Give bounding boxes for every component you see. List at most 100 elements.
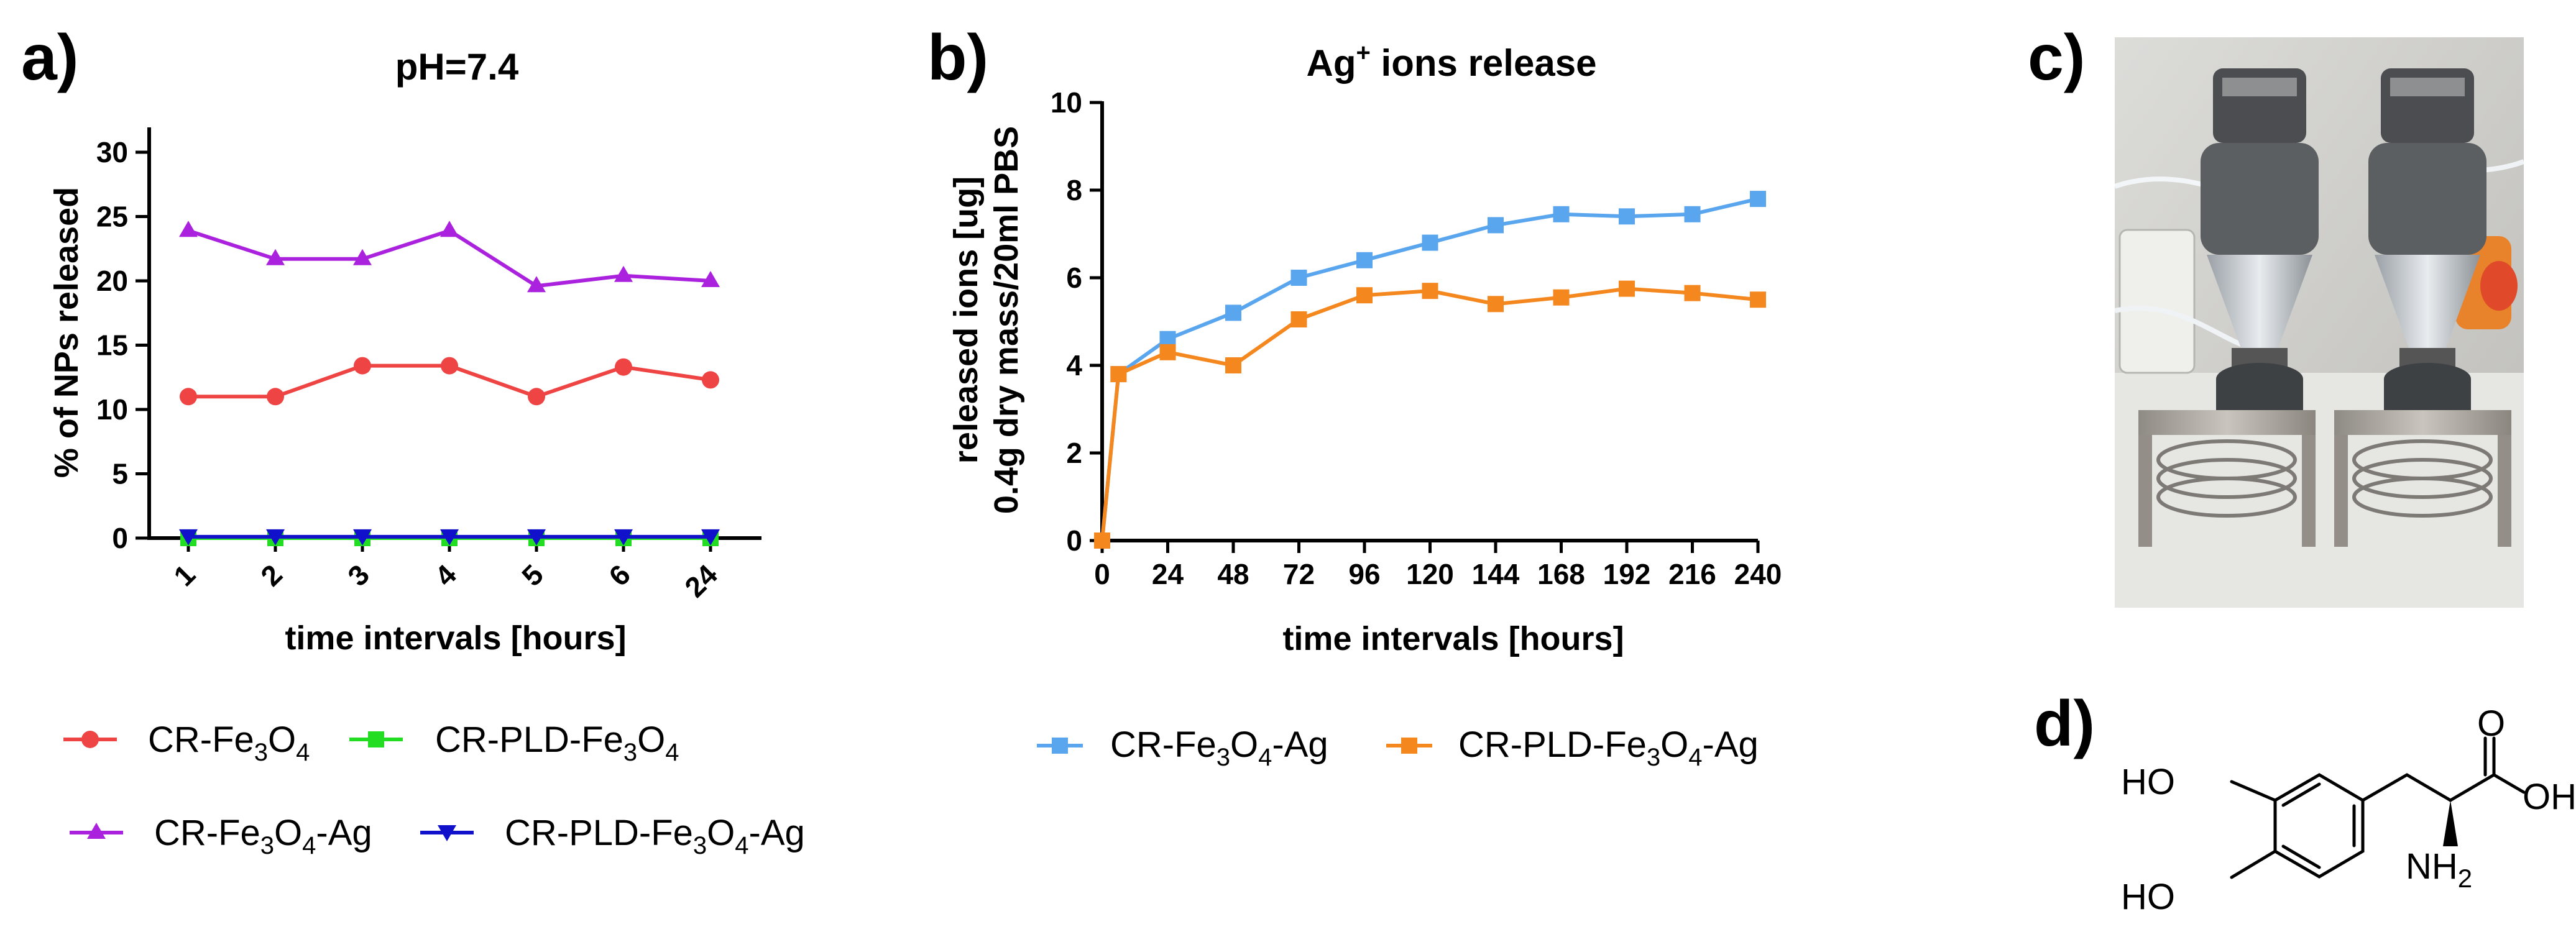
panel-label-a: a) [21, 22, 78, 94]
chart-b-xtick-label-144: 144 [1472, 558, 1520, 590]
chart-a-point-cr-fe3o4-ag-5 [527, 276, 546, 293]
chart-b-point-cr-fe3o4-ag-192 [1619, 208, 1635, 225]
chart-b-point-cr-pld-fe3o4-ag-216 [1684, 285, 1701, 301]
chart-b-line-cr-pld-fe3o4-ag [1100, 286, 1759, 541]
photo-stand-right-coil [2352, 439, 2493, 518]
legend-a-item-cr-pld-fe3o4: CR-PLD-Fe3O4 [349, 720, 679, 766]
chart-b-ytick-label-6: 6 [1066, 262, 1082, 294]
photo-stand-left-leg-b [2302, 435, 2316, 547]
photo-stand-left-coil [2156, 439, 2297, 518]
legend-a-marker-circle [81, 731, 99, 748]
label-ho-bottom: HO [2121, 877, 2175, 917]
bond-c-oh [2492, 773, 2526, 794]
chart-b-ylabel-line1: released ions [ug] [947, 176, 985, 464]
photo-device-left-base-body [2216, 379, 2303, 410]
chart-b-xtick-label-72: 72 [1283, 558, 1315, 590]
photo-device-right-base-body [2384, 379, 2471, 410]
panel-label-d: d) [2034, 688, 2095, 760]
bond-alpha [2405, 773, 2452, 802]
chart-a-xtick-label-5: 5 [515, 558, 550, 592]
chart-a-point-cr-fe3o4-ag-3 [353, 249, 372, 265]
chart-b-x-axis: 0 24 48 72 96 120 144 168 192 216 240 [1094, 541, 1782, 590]
chart-b-title: Ag+ ions release [1307, 39, 1597, 84]
chart-b-point-cr-pld-fe3o4-ag-192 [1619, 280, 1635, 297]
chart-a-ytick-label-15: 15 [96, 329, 128, 362]
chart-b-xtick-label-240: 240 [1734, 558, 1782, 590]
legend-a-label-cr-pld-fe3o4: CR-PLD-Fe3O4 [435, 720, 679, 766]
photo-equipment-left [2118, 229, 2196, 374]
photo-stand-right [2334, 410, 2511, 547]
label-ho-top: HO [2121, 762, 2175, 802]
chart-b-ylabel-line2: 0.4g dry mass/20ml PBS [988, 126, 1025, 514]
chart-b-xtick-label-168: 168 [1537, 558, 1585, 590]
chart-a-ytick-label-5: 5 [112, 458, 128, 490]
label-oxygen: O [2477, 703, 2505, 744]
legend-a-label-cr-fe3o4: CR-Fe3O4 [148, 720, 310, 766]
chart-a-y-axis: 0 5 10 15 20 25 30 [96, 136, 149, 554]
photo-device-right-grip [2390, 78, 2465, 96]
chart-a-xlabel: time intervals [hours] [285, 619, 626, 657]
chart-a-point-cr-fe3o4-ag-6 [614, 265, 633, 282]
chart-a-ytick-label-10: 10 [96, 393, 128, 426]
chart-b-ytick-label-8: 8 [1066, 174, 1082, 206]
bond-ho-bottom [2230, 849, 2277, 879]
legend-b-marker-blue [1052, 738, 1068, 754]
photo-panel [2115, 37, 2524, 608]
chart-a-xtick-label-24: 24 [678, 558, 724, 603]
photo-stand-right-top [2334, 410, 2511, 435]
chart-b-point-cr-fe3o4-ag-72 [1290, 270, 1307, 286]
legend-a-marker-triangle-down [438, 825, 456, 841]
chart-a-point-cr-fe3o4-5 [528, 388, 545, 406]
chart-a-ytick-label-20: 20 [96, 265, 128, 297]
chemical-structure: HO HO NH2 O OH [2121, 703, 2576, 917]
photo-device-left-grip [2222, 78, 2297, 96]
chart-b-point-cr-pld-fe3o4-ag-120 [1422, 283, 1438, 299]
photo-stand-right-leg-a [2334, 435, 2348, 547]
chart-b-point-cr-pld-fe3o4-ag-72 [1290, 311, 1307, 327]
photo-device-right-body [2368, 143, 2486, 255]
bond-ch2 [2361, 773, 2409, 802]
bond-carboxyl [2449, 773, 2496, 802]
chart-b-ytick-label-10: 10 [1051, 86, 1082, 119]
chart-b-xtick-label-48: 48 [1217, 558, 1249, 590]
chart-b-point-cr-pld-fe3o4-ag-96 [1356, 287, 1373, 304]
legend-a-item-cr-fe3o4-ag: CR-Fe3O4-Ag [70, 813, 372, 859]
chart-b-xlabel: time intervals [hours] [1282, 620, 1624, 657]
legend-b-item-cr-fe3o4-ag: CR-Fe3O4-Ag [1037, 724, 1328, 771]
chart-b-point-cr-pld-fe3o4-ag-48 [1225, 357, 1241, 373]
chart-a-point-cr-fe3o4-3 [354, 357, 371, 375]
chart-b-xtick-label-96: 96 [1348, 558, 1380, 590]
chart-a-point-cr-pld-fe3o4-ag-4 [440, 529, 459, 546]
legend-b-label-cr-fe3o4-ag: CR-Fe3O4-Ag [1110, 724, 1328, 771]
chart-a-title: pH=7.4 [395, 46, 519, 88]
chart-b-point-cr-pld-fe3o4-ag-168 [1553, 289, 1570, 306]
chart-a-xtick-label-2: 2 [254, 558, 288, 592]
legend-a-marker-square [368, 731, 384, 747]
photo-stand-right-leg-b [2498, 435, 2511, 547]
chart-a-point-cr-fe3o4-ag-24 [701, 271, 720, 287]
chart-a-point-cr-fe3o4-1 [180, 388, 197, 406]
bond-ho-top [2230, 780, 2277, 802]
chart-a-xtick-label-3: 3 [341, 558, 375, 592]
photo-device-left [2201, 68, 2319, 410]
chart-a-point-cr-pld-fe3o4-ag-6 [614, 529, 633, 546]
chart-b-point-cr-pld-fe3o4-ag-6 [1110, 366, 1127, 383]
chart-a-ytick-label-0: 0 [112, 522, 128, 554]
chart-b-xtick-label-216: 216 [1668, 558, 1716, 590]
chart-b-point-cr-fe3o4-ag-48 [1225, 304, 1241, 321]
photo-stand-left-top [2138, 410, 2316, 435]
chart-b-point-cr-pld-fe3o4-ag-0 [1094, 532, 1110, 549]
panel-label-b: b) [927, 22, 988, 94]
chart-b-point-cr-fe3o4-ag-120 [1422, 234, 1438, 251]
legend-b-label-cr-pld-fe3o4-ag: CR-PLD-Fe3O4-Ag [1458, 724, 1759, 771]
chart-a-series [179, 221, 720, 546]
legend-a-item-cr-pld-fe3o4-ag: CR-PLD-Fe3O4-Ag [420, 813, 805, 859]
chart-a-point-cr-fe3o4-ag-4 [440, 221, 459, 237]
chart-b-line-cr-fe3o4-ag [1100, 197, 1759, 541]
chart-b-xtick-label-0: 0 [1094, 558, 1110, 590]
chart-b-xtick-label-120: 120 [1406, 558, 1454, 590]
legend-b-marker-orange [1401, 738, 1417, 754]
chart-a-point-cr-pld-fe3o4-ag-24 [701, 529, 720, 546]
